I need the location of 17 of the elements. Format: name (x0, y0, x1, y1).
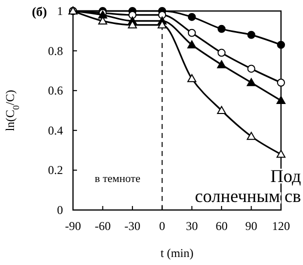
x-tick-label: 120 (272, 219, 290, 233)
x-tick-label: 0 (159, 219, 166, 233)
y-tick-label: 0.6 (48, 84, 63, 98)
y-tick-label: 0 (57, 203, 63, 217)
x-tick-label: -30 (124, 219, 140, 233)
y-tick-label: 0.2 (48, 163, 63, 178)
x-axis-title: t (min) (160, 246, 194, 260)
y-tick-label: 1 (57, 4, 63, 18)
x-tick-label: 60 (216, 219, 228, 233)
text: (б) (32, 4, 47, 19)
x-tick-label: 30 (186, 219, 198, 233)
y-tick-label: 0.8 (48, 44, 63, 58)
annotation: в темноте (94, 173, 140, 185)
x-tick-label: 90 (245, 219, 258, 233)
x-tick-label: -90 (65, 219, 81, 233)
x-tick-label: -60 (94, 219, 111, 233)
y-tick-label: 0.4 (48, 123, 63, 138)
